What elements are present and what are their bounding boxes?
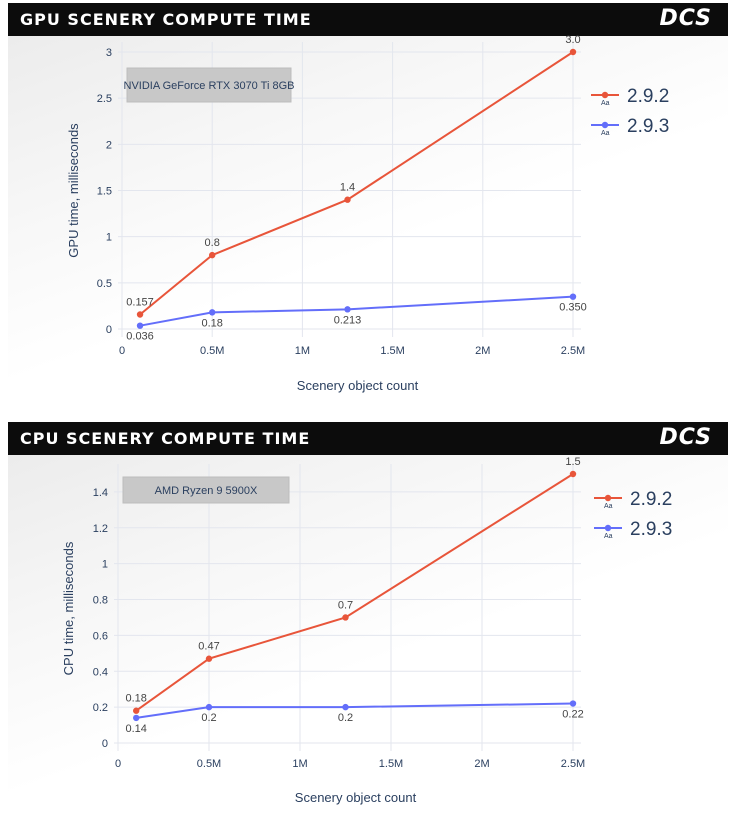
y-axis-title: CPU time, milliseconds — [61, 541, 76, 675]
hardware-annotation-box — [122, 476, 290, 504]
legend-text-symbol: Aa — [601, 100, 610, 107]
y-axis-title: GPU time, milliseconds — [66, 123, 81, 258]
legend-text-symbol: Aa — [601, 130, 610, 137]
legend-text-symbol: Aa — [604, 533, 613, 540]
legend-swatch-marker — [604, 494, 612, 502]
series-line-2.9.2 — [139, 51, 574, 316]
x-tick-label: 0.5M — [200, 345, 224, 357]
legend-label-2.9.2: 2.9.2 — [627, 86, 669, 107]
data-point-2.9.3 — [133, 714, 140, 722]
y-tick-label: 0.8 — [93, 595, 108, 607]
x-tick-label: 0 — [119, 345, 125, 357]
data-label-2.9.3: 0.2 — [338, 712, 353, 724]
y-tick-label: 1.2 — [93, 523, 108, 535]
hardware-annotation-text: NVIDIA GeForce RTX 3070 Ti 8GB — [124, 80, 295, 92]
data-label-2.9.2: 1.4 — [340, 182, 355, 194]
series-line-2.9.3 — [136, 702, 574, 719]
gpu-chart-banner: GPU SCENERY COMPUTE TIME DCS — [8, 3, 728, 36]
cpu-compute-time-chart: 0 0.5M 1M 1.5M 2M 2.5M 0 0.2 0.4 0.6 0.8 1 1.2 1.4 AMD… — [61, 456, 672, 805]
cpu-chart-banner: CPU SCENERY COMPUTE TIME DCS — [8, 422, 728, 455]
x-tick-label: 0 — [115, 758, 121, 770]
y-tick-label: 0 — [102, 738, 108, 750]
y-tick-label: 1 — [102, 559, 108, 571]
x-tick-label: 1.5M — [380, 345, 404, 357]
x-tick-label: 1M — [295, 345, 310, 357]
data-label-2.9.2: 0.157 — [126, 297, 154, 309]
cpu-chart-title: CPU SCENERY COMPUTE TIME — [20, 429, 311, 448]
legend-swatch-marker — [601, 121, 609, 129]
data-point-2.9.2 — [133, 707, 140, 714]
data-label-2.9.2: 3.0 — [565, 34, 580, 46]
series-line-2.9.2 — [135, 473, 574, 712]
x-tick-label: 2M — [474, 758, 489, 770]
data-point-2.9.3 — [136, 322, 144, 329]
data-point-2.9.3 — [569, 293, 577, 300]
data-point-2.9.2 — [569, 48, 577, 56]
y-tick-label: 1 — [106, 232, 112, 244]
data-point-2.9.2 — [205, 655, 213, 662]
dcs-logo: DCS — [659, 425, 712, 450]
x-tick-label: 0.5M — [197, 758, 221, 770]
legend-label-2.9.3: 2.9.3 — [630, 519, 672, 540]
dcs-logo: DCS — [659, 6, 712, 31]
data-label-2.9.3: 0.14 — [125, 723, 146, 735]
data-label-2.9.3: 0.213 — [334, 314, 362, 326]
data-point-2.9.3 — [209, 309, 216, 316]
y-tick-label: 1.5 — [97, 186, 112, 198]
data-point-2.9.2 — [136, 311, 144, 318]
y-tick-label: 0 — [106, 324, 112, 336]
y-tick-label: 3 — [106, 47, 112, 59]
gpu-chart-panel: GPU SCENERY COMPUTE TIME DCS 0 0.5M 1M 1.5M… — [0, 0, 745, 406]
legend-text-symbol: Aa — [604, 503, 613, 510]
data-point-2.9.2 — [342, 614, 349, 621]
data-point-2.9.3 — [342, 703, 349, 711]
data-label-2.9.2: 0.7 — [338, 599, 353, 611]
data-point-2.9.3 — [205, 703, 213, 711]
y-tick-label: 1.4 — [93, 487, 108, 499]
data-label-2.9.3: 0.2 — [201, 712, 216, 724]
data-point-2.9.2 — [569, 470, 577, 478]
y-tick-label: 0.5 — [97, 278, 112, 290]
gpu-chart-title: GPU SCENERY COMPUTE TIME — [20, 10, 312, 29]
x-tick-label: 1.5M — [379, 758, 403, 770]
legend-label-2.9.2: 2.9.2 — [630, 489, 672, 510]
hardware-annotation-text: AMD Ryzen 9 5900X — [155, 485, 258, 497]
legend-swatch-marker — [604, 524, 612, 532]
gpu-compute-time-chart: 0 0.5M 1M 1.5M 2M 2.5M 0 0.5 1 1.5 2 2.5 3 NVIDIA GeF… — [66, 34, 669, 393]
data-point-2.9.3 — [344, 306, 351, 313]
data-label-2.9.3: 0.036 — [126, 331, 154, 343]
data-point-2.9.3 — [569, 700, 577, 707]
data-label-2.9.3: 0.18 — [201, 317, 222, 329]
y-tick-label: 0.6 — [93, 630, 108, 642]
data-point-2.9.2 — [209, 251, 216, 259]
y-tick-label: 2.5 — [97, 93, 112, 105]
hardware-annotation-box — [126, 67, 292, 103]
x-axis-title: Scenery object count — [295, 790, 417, 805]
data-label-2.9.2: 0.8 — [205, 237, 220, 249]
data-point-2.9.2 — [344, 196, 351, 203]
legend-label-2.9.3: 2.9.3 — [627, 116, 669, 137]
data-label-2.9.3: 0.350 — [559, 302, 587, 314]
series-line-2.9.3 — [139, 295, 574, 327]
y-tick-label: 2 — [106, 139, 112, 151]
x-tick-label: 2M — [475, 345, 490, 357]
x-axis-title: Scenery object count — [297, 378, 419, 393]
legend-swatch-marker — [601, 91, 609, 99]
x-tick-label: 2.5M — [561, 758, 585, 770]
y-tick-label: 0.4 — [93, 666, 108, 678]
data-label-2.9.2: 0.47 — [198, 641, 219, 653]
data-label-2.9.3: 0.22 — [562, 709, 583, 721]
x-tick-label: 1M — [292, 758, 307, 770]
data-label-2.9.2: 0.18 — [125, 693, 146, 705]
data-label-2.9.2: 1.5 — [565, 456, 580, 468]
cpu-chart-panel: CPU SCENERY COMPUTE TIME DCS 0 0.5M 1M 1.5M… — [0, 419, 745, 815]
y-tick-label: 0.2 — [93, 702, 108, 714]
x-tick-label: 2.5M — [561, 345, 585, 357]
